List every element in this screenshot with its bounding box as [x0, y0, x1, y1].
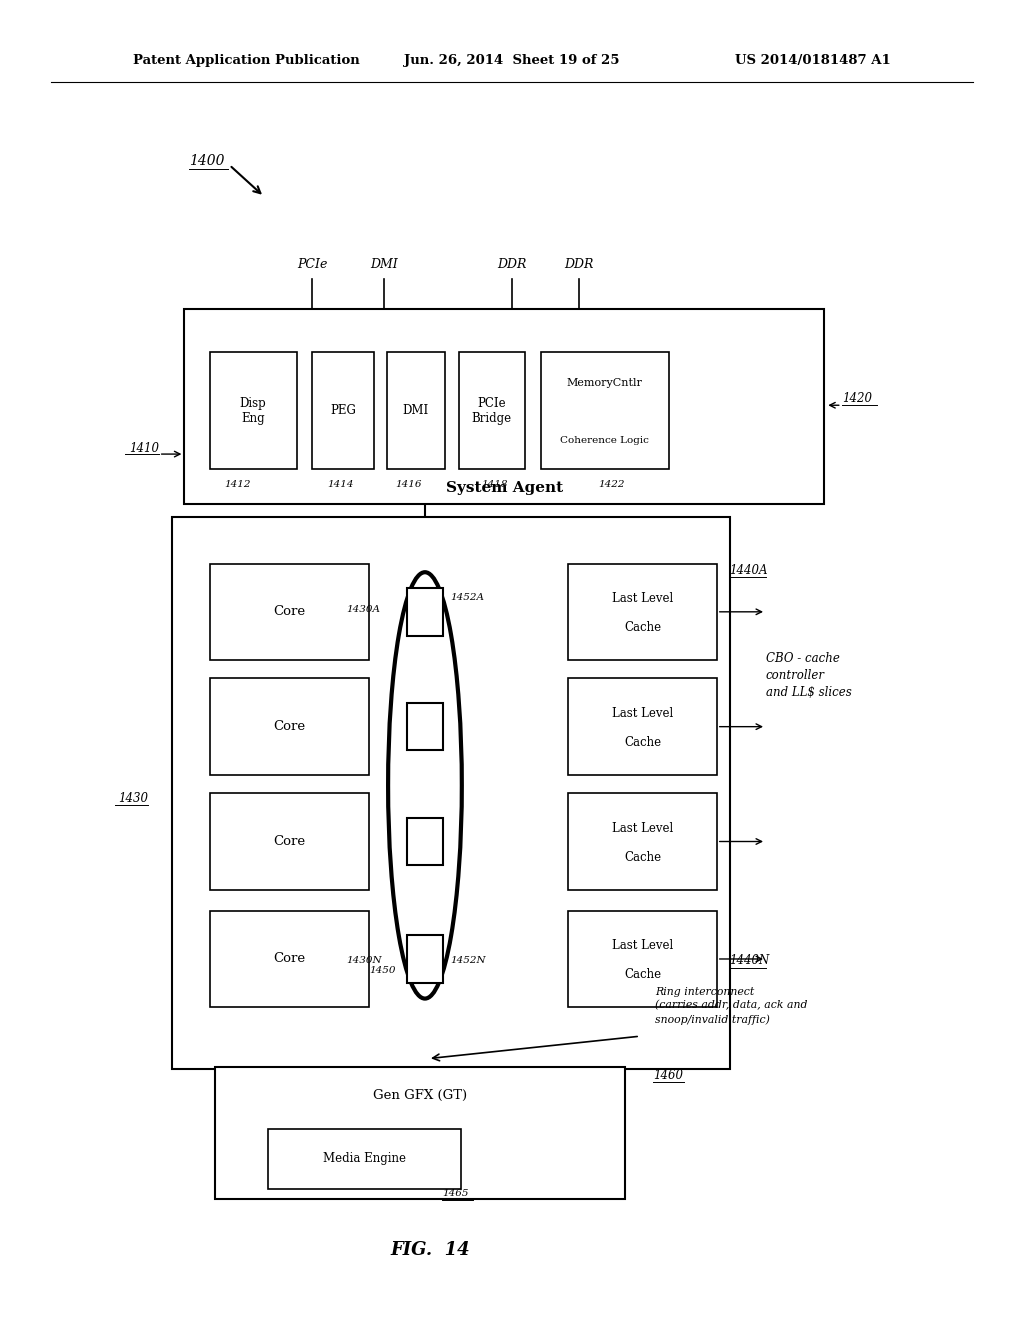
- FancyBboxPatch shape: [312, 352, 374, 469]
- Text: Core: Core: [273, 721, 305, 733]
- Text: Jun. 26, 2014  Sheet 19 of 25: Jun. 26, 2014 Sheet 19 of 25: [404, 54, 620, 67]
- Text: 1450: 1450: [370, 966, 396, 975]
- Text: CBO - cache
controller
and LL$ slices: CBO - cache controller and LL$ slices: [766, 652, 852, 700]
- FancyBboxPatch shape: [215, 1067, 625, 1199]
- FancyBboxPatch shape: [568, 911, 717, 1007]
- Text: Core: Core: [273, 953, 305, 965]
- FancyBboxPatch shape: [541, 352, 669, 469]
- Text: Cache: Cache: [624, 969, 662, 981]
- FancyBboxPatch shape: [568, 678, 717, 775]
- FancyBboxPatch shape: [268, 1129, 461, 1189]
- Text: 1430N: 1430N: [346, 957, 382, 965]
- Text: 1452A: 1452A: [451, 594, 484, 602]
- Text: PCIe
Bridge: PCIe Bridge: [471, 396, 512, 425]
- FancyBboxPatch shape: [387, 352, 445, 469]
- Text: Last Level: Last Level: [612, 708, 673, 719]
- Text: 1430: 1430: [119, 792, 148, 805]
- FancyBboxPatch shape: [407, 589, 443, 636]
- FancyBboxPatch shape: [210, 911, 369, 1007]
- FancyBboxPatch shape: [184, 309, 824, 504]
- Text: DDR: DDR: [564, 257, 593, 271]
- Text: 1465: 1465: [442, 1189, 469, 1197]
- Text: 1460: 1460: [653, 1069, 683, 1082]
- Text: US 2014/0181487 A1: US 2014/0181487 A1: [735, 54, 891, 67]
- Text: 1414: 1414: [328, 480, 354, 490]
- Text: 1440A: 1440A: [729, 564, 768, 577]
- FancyBboxPatch shape: [459, 352, 525, 469]
- Text: PCIe: PCIe: [297, 257, 328, 271]
- Text: FIG.  14: FIG. 14: [390, 1241, 470, 1259]
- FancyBboxPatch shape: [210, 352, 297, 469]
- Text: Cache: Cache: [624, 737, 662, 748]
- Text: Last Level: Last Level: [612, 593, 673, 605]
- Text: 1410: 1410: [129, 442, 159, 455]
- Text: Ring interconnect
(carries addr, data, ack and
snoop/invalid traffic): Ring interconnect (carries addr, data, a…: [655, 987, 808, 1024]
- Text: MemoryCntlr: MemoryCntlr: [566, 378, 642, 388]
- Text: Last Level: Last Level: [612, 822, 673, 834]
- Text: Patent Application Publication: Patent Application Publication: [133, 54, 359, 67]
- FancyBboxPatch shape: [172, 517, 730, 1069]
- FancyBboxPatch shape: [407, 818, 443, 866]
- Text: Cache: Cache: [624, 851, 662, 863]
- Text: System Agent: System Agent: [445, 482, 563, 495]
- Text: Cache: Cache: [624, 622, 662, 634]
- Text: Coherence Logic: Coherence Logic: [560, 437, 648, 445]
- FancyBboxPatch shape: [407, 704, 443, 750]
- Text: 1400: 1400: [189, 154, 225, 168]
- Text: 1416: 1416: [395, 480, 422, 490]
- Text: Gen GFX (GT): Gen GFX (GT): [373, 1089, 467, 1102]
- FancyBboxPatch shape: [407, 936, 443, 982]
- Text: 1420: 1420: [842, 392, 871, 405]
- Text: DMI: DMI: [370, 257, 398, 271]
- FancyBboxPatch shape: [568, 564, 717, 660]
- Text: DDR: DDR: [498, 257, 526, 271]
- Text: DMI: DMI: [402, 404, 429, 417]
- Text: PEG: PEG: [330, 404, 356, 417]
- FancyBboxPatch shape: [210, 793, 369, 890]
- Text: Core: Core: [273, 606, 305, 618]
- Text: 1440N: 1440N: [729, 954, 769, 968]
- Text: Last Level: Last Level: [612, 940, 673, 952]
- FancyBboxPatch shape: [210, 564, 369, 660]
- Text: Disp
Eng: Disp Eng: [240, 396, 266, 425]
- Text: 1412: 1412: [224, 480, 251, 490]
- FancyBboxPatch shape: [210, 678, 369, 775]
- Text: 1422: 1422: [598, 480, 625, 490]
- Text: Media Engine: Media Engine: [323, 1152, 407, 1166]
- Text: 1418: 1418: [481, 480, 508, 490]
- Text: 1430A: 1430A: [346, 606, 380, 614]
- FancyBboxPatch shape: [568, 793, 717, 890]
- Text: Core: Core: [273, 836, 305, 847]
- Text: 1452N: 1452N: [451, 957, 486, 965]
- Ellipse shape: [388, 573, 462, 999]
